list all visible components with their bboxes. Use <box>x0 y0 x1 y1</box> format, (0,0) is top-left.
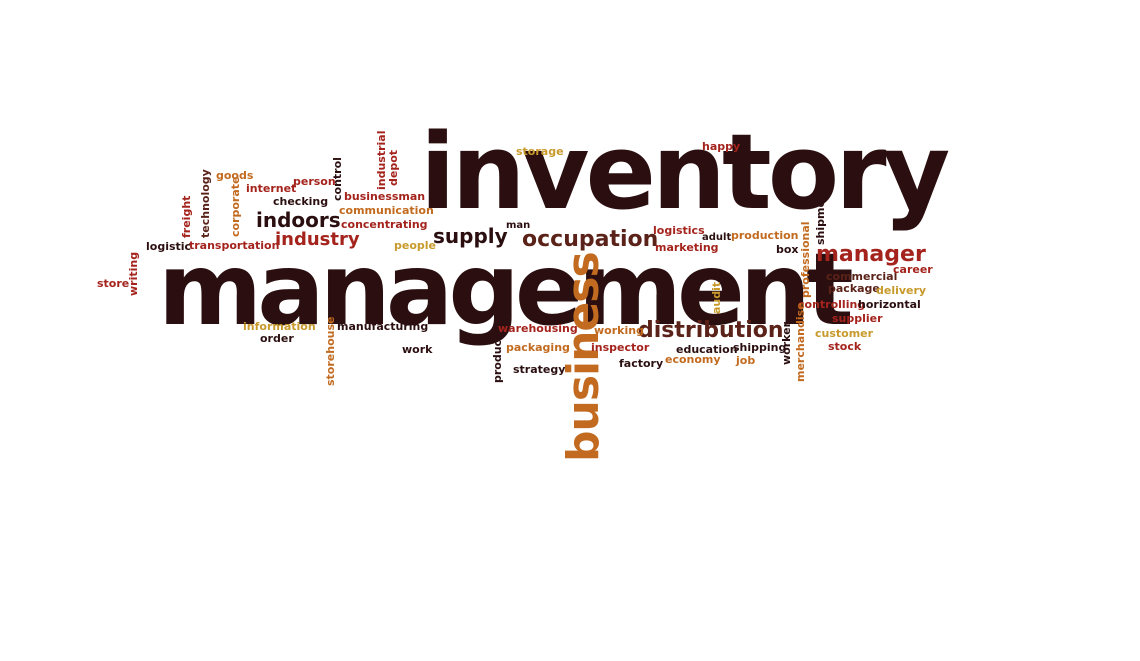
word-freight: freight <box>180 195 193 238</box>
word-merchandise: merchandise <box>794 302 807 382</box>
word-control: control <box>331 157 344 201</box>
word-factory: factory <box>619 357 664 370</box>
word-depot: depot <box>387 149 400 186</box>
word-worker: worker <box>780 321 793 365</box>
word-technology: technology <box>199 169 212 238</box>
word-logistic: logistic <box>146 240 192 253</box>
word-packaging: packaging <box>506 341 570 354</box>
word-career: career <box>893 263 933 276</box>
word-product: product <box>491 334 504 383</box>
word-order: order <box>260 332 294 345</box>
word-economy: economy <box>665 353 721 366</box>
word-concentrating: concentrating <box>341 218 428 231</box>
word-warehousing: warehousing <box>498 322 578 335</box>
word-marketing: marketing <box>655 241 719 254</box>
word-distribution: distribution <box>638 318 784 343</box>
word-customer: customer <box>815 327 874 340</box>
word-job: job <box>736 354 756 367</box>
word-industrial: industrial <box>375 130 388 190</box>
word-audit: audit <box>710 281 723 314</box>
word-goods: goods <box>216 169 254 182</box>
word-information: information <box>243 320 316 333</box>
word-happy: happy <box>702 140 741 153</box>
word-industry: industry <box>275 229 360 250</box>
word-occupation: occupation <box>522 227 659 252</box>
word-box: box <box>776 243 799 256</box>
word-horizontal: horizontal <box>858 298 921 311</box>
word-internet: internet <box>246 182 297 195</box>
word-businessman: businessman <box>344 190 426 203</box>
word-transportation: transportation <box>189 239 280 252</box>
word-checking: checking <box>273 195 329 208</box>
word-indoors: indoors <box>256 208 341 232</box>
word-communication: communication <box>339 204 434 217</box>
word-controlling: controlling <box>798 298 866 311</box>
word-adult: adult <box>702 232 732 243</box>
word-professional: professional <box>799 221 812 298</box>
word-shipping: shipping <box>733 341 787 354</box>
word-manager: manager <box>816 242 926 267</box>
word-storehouse: storehouse <box>324 316 337 386</box>
word-work: work <box>402 343 433 356</box>
word-business: business <box>558 252 609 462</box>
word-inspector: inspector <box>591 341 650 354</box>
word-people: people <box>394 239 436 252</box>
word-supply: supply <box>433 224 508 248</box>
word-writing: writing <box>127 251 140 296</box>
word-man: man <box>506 220 531 231</box>
word-stock: stock <box>828 340 862 353</box>
word-package: package <box>828 282 880 295</box>
word-manufacturing: manufacturing <box>337 320 429 333</box>
word-commercial: commercial <box>826 270 898 283</box>
word-shipment: shipment <box>814 186 827 245</box>
word-store: store <box>97 277 130 290</box>
word-production: production <box>731 229 799 242</box>
word-logistics: logistics <box>653 224 705 237</box>
word-corporate: corporate <box>229 176 242 238</box>
word-strategy: strategy <box>513 363 566 376</box>
word-storage: storage <box>516 145 564 158</box>
word-working: working <box>594 324 644 337</box>
word-management: management <box>158 231 854 348</box>
word-delivery: delivery <box>876 284 927 297</box>
word-supplier: supplier <box>832 312 883 325</box>
word-education: education <box>676 343 738 356</box>
word-person: person <box>293 175 336 188</box>
word-inventory: inventory <box>420 111 950 233</box>
